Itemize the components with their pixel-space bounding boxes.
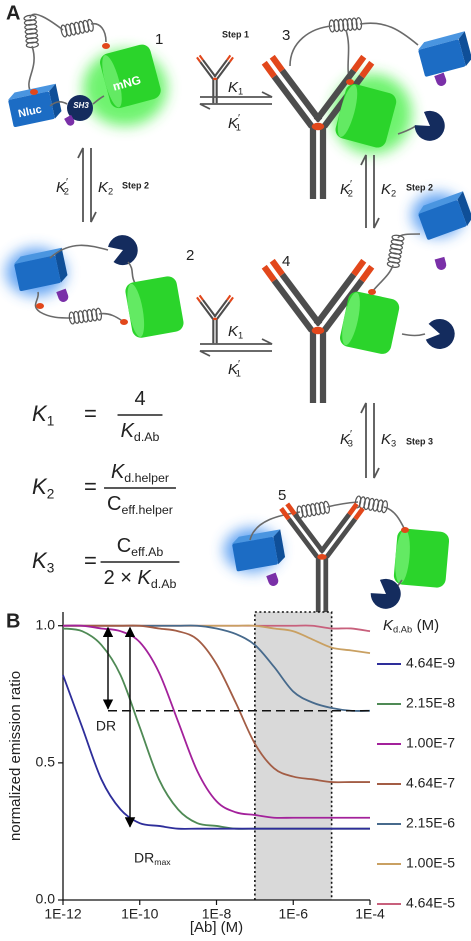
legend-label: 4.64E-9 (406, 655, 455, 671)
formula-part: K (32, 548, 48, 573)
formula: Ceff.Ab (117, 535, 164, 559)
formula-part: 3 (47, 560, 55, 575)
page: A Nluc SH3 mNG (0, 0, 471, 936)
formula-part: 2 (47, 486, 55, 501)
y-tick-label: 0.0 (36, 891, 56, 907)
rate-constant: K′2 (340, 178, 353, 199)
figure: A Nluc SH3 mNG (0, 0, 471, 936)
step-label: Step 1 (222, 29, 249, 39)
formula-part: d.Ab (393, 625, 412, 635)
state-4-drawing (264, 191, 471, 403)
x-tick-label: 1E-6 (278, 906, 308, 922)
formula-part: 1 (236, 369, 241, 379)
x-axis-label: [Ab] (M) (190, 919, 243, 936)
state-number: 4 (282, 253, 290, 270)
state-number: 2 (186, 247, 194, 264)
formula-part: 1 (236, 123, 241, 133)
x-tick-label: 1E-10 (121, 906, 159, 922)
rate-constant: K′3 (340, 428, 353, 449)
formula: Kd.Ab(M) (383, 617, 439, 635)
rate-constant: K3 (381, 431, 396, 449)
formula-part: 3 (391, 439, 396, 449)
equals-sign: = (84, 401, 97, 426)
state-2-drawing (6, 231, 185, 339)
state-number: 1 (155, 31, 163, 48)
x-tick-label: 1E-4 (355, 906, 385, 922)
rate-constant: K1 (228, 323, 243, 341)
legend-label: 4.64E-7 (406, 775, 455, 791)
equals-sign: = (84, 474, 97, 499)
formula-part: eff.helper (122, 503, 173, 517)
formula-part: 2 (391, 189, 396, 199)
step-label: Step 2 (122, 180, 149, 190)
x-tick-label: 1E-12 (44, 906, 82, 922)
formula-part: C (117, 535, 131, 557)
state-number: 5 (278, 487, 286, 504)
rate-constant: K′1 (228, 112, 241, 133)
formula-part: 1 (238, 87, 243, 97)
formula-part: 3 (348, 439, 353, 449)
rate-constant: K2 (98, 179, 113, 197)
panel-label: B (6, 610, 20, 632)
y-tick-label: 1.0 (36, 616, 56, 632)
formula: 4 (134, 388, 145, 410)
formula-part: 2 (64, 187, 69, 197)
formula: K1 (32, 401, 54, 428)
step-label: Step 3 (406, 436, 433, 446)
state-number: 3 (282, 27, 290, 44)
panel-label: A (6, 2, 20, 24)
formula-part: eff.Ab (131, 545, 163, 559)
formula-part: DR (134, 849, 154, 865)
rate-constant: K′1 (228, 358, 241, 379)
formula-part: C (107, 493, 121, 515)
formula: K2 (32, 474, 54, 501)
rate-constant: K1 (228, 79, 243, 97)
rate-constant: K′2 (56, 176, 69, 197)
formula-part: 2 × (104, 567, 138, 589)
formula: K3 (32, 548, 54, 575)
formula-part: 2 (108, 187, 113, 197)
formula-part: K (32, 401, 48, 426)
formula-part: K (32, 474, 48, 499)
formula-part: max (154, 857, 171, 867)
rate-constant: K2 (381, 181, 396, 199)
formula-part: (M) (417, 617, 440, 634)
state-3-drawing (264, 17, 471, 199)
legend-label: 1.00E-5 (406, 855, 455, 871)
state-5-drawing (224, 496, 450, 615)
formula-part: 1 (238, 331, 243, 341)
formula-part: d.helper (124, 471, 169, 485)
formula-part: 1 (47, 413, 55, 428)
formula: Kd.helper (111, 461, 169, 485)
formula: 2 × Kd.Ab (104, 567, 177, 591)
y-axis-label: normalized emission ratio (7, 671, 24, 841)
formula: Kd.Ab (121, 420, 160, 444)
formula-part: 2 (348, 189, 353, 199)
equals-sign: = (84, 548, 97, 573)
legend-label: 2.15E-6 (406, 815, 455, 831)
formula-part: 4 (134, 388, 145, 410)
highlight-region (255, 612, 332, 900)
formula: Ceff.helper (107, 493, 173, 517)
step-label: Step 2 (406, 182, 433, 192)
y-tick-label: 0.5 (36, 754, 56, 770)
formula: DRmax (134, 849, 171, 867)
legend-label: 1.00E-7 (406, 735, 455, 751)
legend-label: 2.15E-8 (406, 695, 455, 711)
domain-label: SH3 (73, 101, 89, 110)
formula-part: d.Ab (134, 430, 160, 444)
legend-label: 4.64E-5 (406, 895, 455, 911)
formula-part: d.Ab (151, 577, 177, 591)
dr-label: DR (96, 717, 116, 733)
